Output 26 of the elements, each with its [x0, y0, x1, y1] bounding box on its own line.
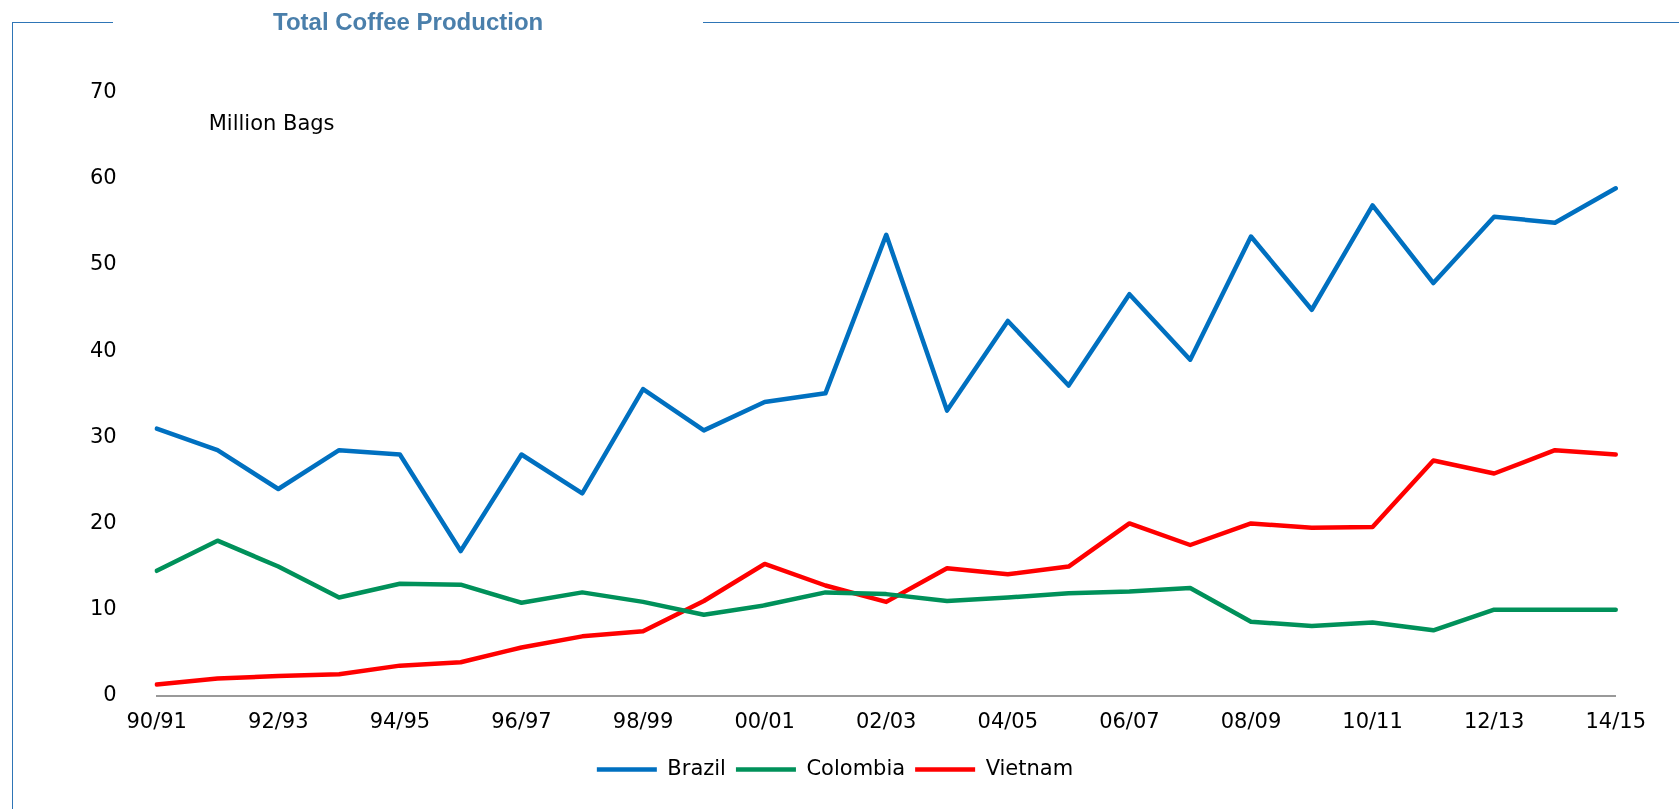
x-tick-label: 14/15	[1585, 708, 1647, 733]
x-tick-label: 96/97	[491, 708, 552, 733]
x-tick-label: 04/05	[977, 708, 1039, 733]
y-tick-label: 10	[89, 596, 117, 621]
x-tick-label: 06/07	[1099, 708, 1160, 733]
x-tick-label: 92/93	[248, 708, 309, 733]
x-tick-label: 08/09	[1220, 708, 1282, 733]
x-tick-label: 94/95	[369, 708, 431, 733]
y-tick-label: 50	[89, 251, 117, 276]
x-tick-label: 12/13	[1463, 708, 1525, 733]
x-tick-label: 10/11	[1342, 708, 1403, 733]
y-axis-title: Million Bags	[208, 111, 335, 136]
x-tick-label: 98/99	[612, 708, 674, 733]
y-tick-label: 20	[89, 509, 117, 534]
legend-label: Vietnam	[985, 755, 1074, 780]
y-tick-label: 40	[89, 337, 117, 362]
x-tick-label: 02/03	[855, 708, 917, 733]
x-tick-label: 90/91	[126, 708, 187, 733]
y-tick-label: 0	[103, 682, 117, 707]
legend-label: Colombia	[806, 755, 906, 780]
y-tick-label: 70	[89, 79, 117, 104]
legend-label: Brazil	[667, 755, 726, 780]
y-tick-label: 60	[89, 165, 117, 190]
y-tick-label: 30	[89, 423, 117, 448]
chart-title: Total Coffee Production	[272, 8, 545, 36]
x-tick-label: 00/01	[734, 708, 795, 733]
